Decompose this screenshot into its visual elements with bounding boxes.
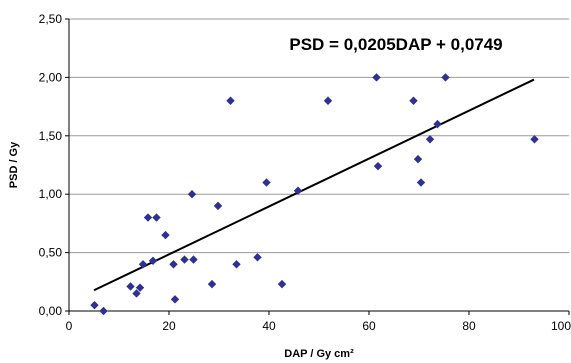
y-axis-title: PSD / Gy [8,141,20,188]
data-point [277,279,287,289]
data-point [187,190,197,199]
x-tick-label: 40 [262,319,276,333]
y-tick-label: 1,50 [39,129,63,143]
data-point [425,135,435,144]
data-point [373,161,383,171]
y-tick-label: 1,00 [39,187,63,201]
data-point [180,255,189,264]
data-point [293,186,303,195]
data-point [170,295,180,304]
data-point [530,135,539,144]
data-point [143,213,153,222]
data-point [372,73,381,82]
data-point [90,300,99,310]
data-point [226,96,235,105]
data-point [262,178,271,187]
data-point [441,73,450,82]
axes [65,18,570,315]
data-point [416,178,426,187]
trendline [93,78,535,292]
data-point [152,213,161,222]
y-tick-label: 2,00 [39,70,63,84]
x-tick-label: 100 [551,319,571,333]
x-axis-title: DAP / Gy cm² [284,348,354,360]
data-point [409,96,418,105]
data-point [253,253,262,262]
gridlines [69,18,569,254]
data-point [207,279,217,289]
data-point [169,260,178,269]
data-point [99,306,108,316]
data-points [90,73,539,316]
regression-equation: PSD = 0,0205DAP + 0,0749 [289,35,502,54]
data-point [323,96,333,105]
data-point [138,260,148,269]
data-point [148,256,158,265]
data-point [135,283,145,292]
data-point [213,201,223,211]
data-point [161,230,170,240]
x-tick-label: 80 [462,319,476,333]
x-tick-label: 60 [362,319,376,333]
data-point [132,289,141,298]
tick-labels: 0,00 0,50 1,00 1,50 2,00 2,50 0 20 40 60 80 100 [39,12,571,333]
x-tick-label: 20 [162,319,176,333]
data-point [413,154,423,164]
data-point [189,255,198,264]
trendline-group [93,78,535,292]
data-point [126,282,135,291]
data-point [232,260,241,269]
x-tick-label: 0 [66,319,73,333]
y-tick-label: 2,50 [39,12,63,26]
data-point [433,119,442,129]
y-tick-label: 0,00 [39,304,63,318]
y-tick-label: 0,50 [39,246,63,260]
